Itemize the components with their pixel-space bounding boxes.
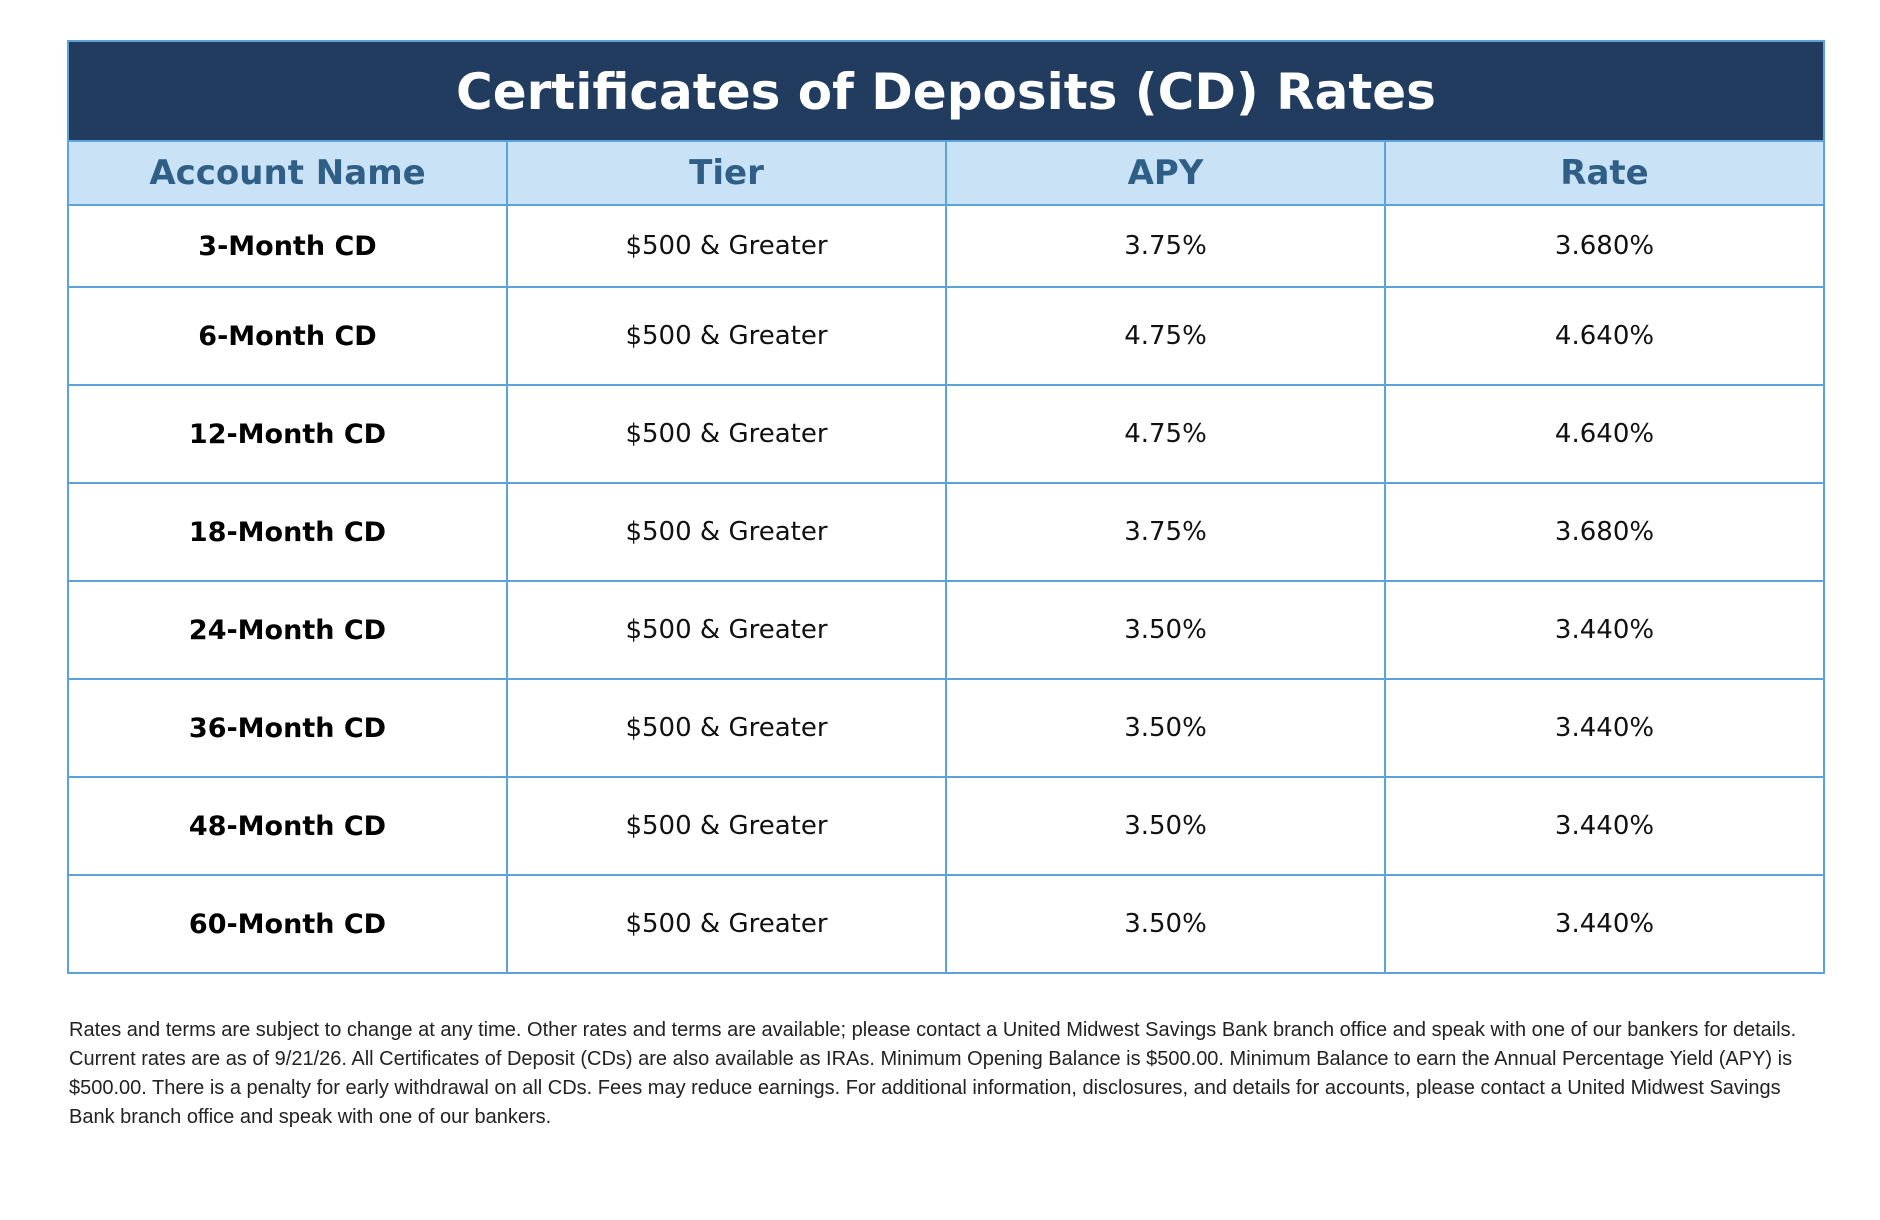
table-row: 12-Month CD $500 & Greater 4.75% 4.640%: [67, 384, 1825, 484]
account-name-cell: 3-Month CD: [67, 204, 508, 288]
column-header-account-name: Account Name: [67, 140, 508, 206]
tier-cell: $500 & Greater: [506, 286, 947, 386]
rate-cell: 3.440%: [1384, 776, 1825, 876]
rate-cell: 3.440%: [1384, 874, 1825, 974]
column-header-rate: Rate: [1384, 140, 1825, 206]
apy-cell: 3.75%: [945, 482, 1386, 582]
column-header-apy: APY: [945, 140, 1386, 206]
table-row: 36-Month CD $500 & Greater 3.50% 3.440%: [67, 678, 1825, 778]
account-name-cell: 60-Month CD: [67, 874, 508, 974]
rate-cell: 3.440%: [1384, 678, 1825, 778]
column-header-tier: Tier: [506, 140, 947, 206]
tier-cell: $500 & Greater: [506, 874, 947, 974]
rate-cell: 4.640%: [1384, 384, 1825, 484]
table-row: 24-Month CD $500 & Greater 3.50% 3.440%: [67, 580, 1825, 680]
tier-cell: $500 & Greater: [506, 482, 947, 582]
apy-cell: 4.75%: [945, 384, 1386, 484]
table-row: 3-Month CD $500 & Greater 3.75% 3.680%: [67, 204, 1825, 288]
table-title: Certificates of Deposits (CD) Rates: [67, 40, 1825, 140]
rate-cell: 3.440%: [1384, 580, 1825, 680]
rate-cell: 3.680%: [1384, 204, 1825, 288]
rates-disclaimer: Rates and terms are subject to change at…: [69, 1019, 1797, 1128]
apy-cell: 3.75%: [945, 204, 1386, 288]
tier-cell: $500 & Greater: [506, 204, 947, 288]
account-name-cell: 48-Month CD: [67, 776, 508, 876]
apy-cell: 3.50%: [945, 776, 1386, 876]
cd-rates-table: Certificates of Deposits (CD) Rates Acco…: [67, 40, 1825, 974]
table-row: 18-Month CD $500 & Greater 3.75% 3.680%: [67, 482, 1825, 582]
account-name-cell: 6-Month CD: [67, 286, 508, 386]
table-row: 60-Month CD $500 & Greater 3.50% 3.440%: [67, 874, 1825, 974]
apy-cell: 3.50%: [945, 580, 1386, 680]
account-name-cell: 24-Month CD: [67, 580, 508, 680]
table-row: 48-Month CD $500 & Greater 3.50% 3.440%: [67, 776, 1825, 876]
tier-cell: $500 & Greater: [506, 776, 947, 876]
apy-cell: 3.50%: [945, 678, 1386, 778]
account-name-cell: 36-Month CD: [67, 678, 508, 778]
tier-cell: $500 & Greater: [506, 580, 947, 680]
account-name-cell: 18-Month CD: [67, 482, 508, 582]
tier-cell: $500 & Greater: [506, 678, 947, 778]
cd-rates-table-container: Certificates of Deposits (CD) Rates Acco…: [67, 40, 1825, 974]
tier-cell: $500 & Greater: [506, 384, 947, 484]
header-row: Account Name Tier APY Rate: [67, 140, 1825, 206]
rate-cell: 3.680%: [1384, 482, 1825, 582]
apy-cell: 4.75%: [945, 286, 1386, 386]
table-row: 6-Month CD $500 & Greater 4.75% 4.640%: [67, 286, 1825, 386]
apy-cell: 3.50%: [945, 874, 1386, 974]
account-name-cell: 12-Month CD: [67, 384, 508, 484]
rate-cell: 4.640%: [1384, 286, 1825, 386]
